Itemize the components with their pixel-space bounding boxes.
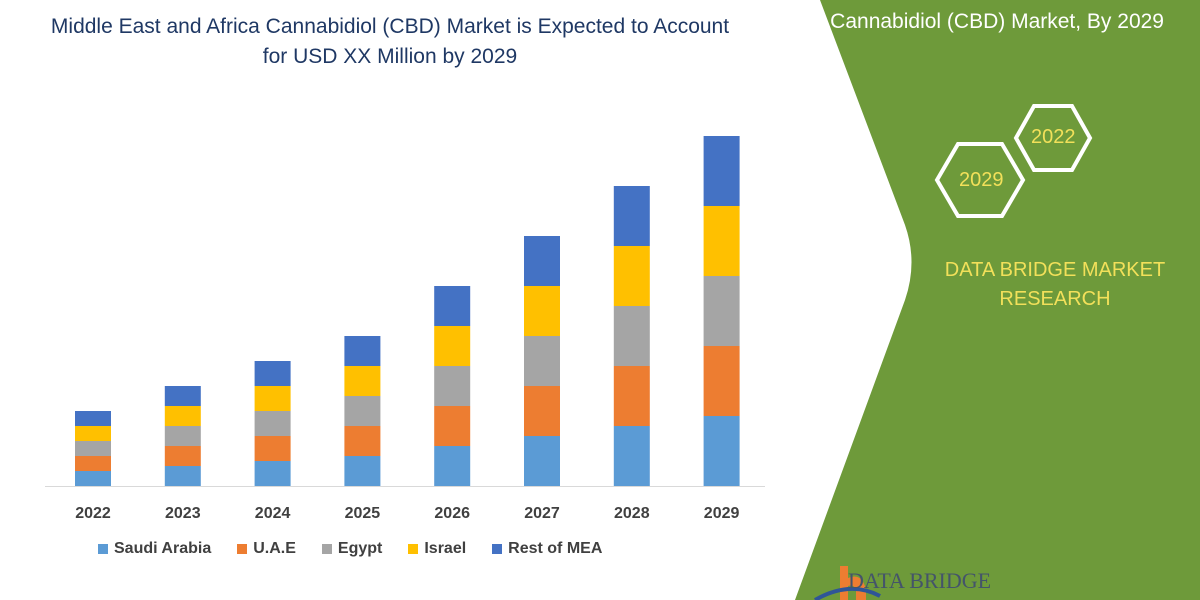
bar-segment-u-a-e-2023	[164, 446, 201, 466]
bar-segment-israel-2022	[75, 426, 111, 441]
bar-segment-u-a-e-2024	[254, 436, 291, 461]
bar-segment-israel-2025	[344, 366, 381, 396]
legend-item: Israel	[408, 540, 466, 558]
x-tick-label: 2024	[255, 505, 291, 522]
legend-item: Rest of MEA	[492, 540, 602, 558]
bar-segment-rest-of-mea-2025	[344, 336, 381, 366]
legend-label: U.A.E	[253, 540, 296, 557]
bar-segment-rest-of-mea-2026	[434, 286, 471, 326]
bar-segment-saudi-arabia-2029	[703, 416, 740, 486]
green-side-panel	[795, 0, 1200, 600]
brand-text: DATA BRIDGE MARKET RESEARCH	[944, 259, 1166, 310]
x-tick-label: 2022	[75, 505, 111, 522]
bar-segment-u-a-e-2029	[703, 346, 740, 416]
bar-segment-u-a-e-2027	[524, 386, 560, 436]
x-tick-label: 2027	[524, 505, 560, 522]
legend-swatch	[408, 544, 419, 554]
hexagon-2022	[1013, 104, 1093, 172]
bar-segment-u-a-e-2022	[75, 456, 111, 471]
stacked-bar-chart: 2022 2023 2024 2025 2026 2027 2028 2029	[45, 136, 765, 522]
legend-swatch	[237, 544, 248, 554]
bar-segment-egypt-2029	[703, 276, 740, 346]
bar-segment-saudi-arabia-2027	[524, 436, 560, 486]
x-tick-label: 2023	[165, 505, 201, 522]
bar-segment-egypt-2022	[75, 441, 111, 456]
bar-segment-egypt-2026	[434, 366, 471, 406]
bar-segment-saudi-arabia-2023	[164, 466, 201, 486]
logo-icon	[814, 566, 881, 600]
legend-swatch	[492, 544, 503, 554]
bar-segment-israel-2023	[164, 406, 201, 426]
bar-segment-saudi-arabia-2026	[434, 446, 471, 486]
bar-segment-saudi-arabia-2025	[344, 456, 381, 486]
bar-segment-israel-2028	[613, 246, 650, 306]
bar-segment-saudi-arabia-2028	[613, 426, 650, 486]
bar-segment-egypt-2025	[344, 396, 381, 426]
side-panel-title: Cannabidiol (CBD) Market, By 2029	[830, 10, 1164, 33]
bar-segment-egypt-2028	[613, 306, 650, 366]
bar-segment-rest-of-mea-2027	[524, 236, 560, 286]
hex-label-2022: 2022	[1031, 126, 1076, 148]
bar-segment-rest-of-mea-2022	[75, 411, 111, 426]
legend-swatch	[321, 544, 332, 554]
bar-segment-israel-2029	[703, 206, 740, 276]
bar-segment-rest-of-mea-2028	[613, 186, 650, 246]
bar-segment-israel-2024	[254, 386, 291, 411]
bar-segment-u-a-e-2026	[434, 406, 471, 446]
bar-segment-egypt-2024	[254, 411, 291, 436]
legend-item: Egypt	[321, 540, 383, 558]
bar-segment-saudi-arabia-2022	[75, 471, 111, 486]
legend-label: Egypt	[337, 540, 383, 557]
legend-label: Rest of MEA	[508, 540, 603, 557]
bar-segment-egypt-2023	[164, 426, 201, 446]
legend-label: Israel	[424, 540, 467, 557]
x-tick-label: 2029	[704, 505, 740, 522]
bar-segment-saudi-arabia-2024	[254, 461, 291, 486]
bar-segment-rest-of-mea-2023	[164, 386, 201, 406]
bar-segment-u-a-e-2028	[613, 366, 650, 426]
legend-item: U.A.E	[237, 540, 296, 558]
bar-segment-u-a-e-2025	[344, 426, 381, 456]
x-tick-label: 2028	[614, 505, 650, 522]
bar-segment-israel-2027	[524, 286, 560, 336]
hexagon-2029	[934, 142, 1026, 218]
legend: Saudi Arabia U.A.E Egypt Israel Rest of …	[98, 540, 602, 558]
legend-label: Saudi Arabia	[114, 540, 212, 557]
bar-segment-rest-of-mea-2024	[254, 361, 291, 386]
x-tick-label: 2025	[345, 505, 381, 522]
bar-segment-israel-2026	[434, 326, 471, 366]
x-tick-label: 2026	[434, 505, 470, 522]
bar-segment-egypt-2027	[524, 336, 560, 386]
logo-text: DATA BRIDGE	[848, 568, 992, 593]
legend-swatch	[98, 544, 108, 554]
hex-label-2029: 2029	[959, 169, 1004, 191]
chart-title: Middle East and Africa Cannabidiol (CBD)…	[50, 15, 730, 68]
bar-segment-rest-of-mea-2029	[703, 136, 740, 206]
legend-item: Saudi Arabia	[98, 540, 211, 558]
